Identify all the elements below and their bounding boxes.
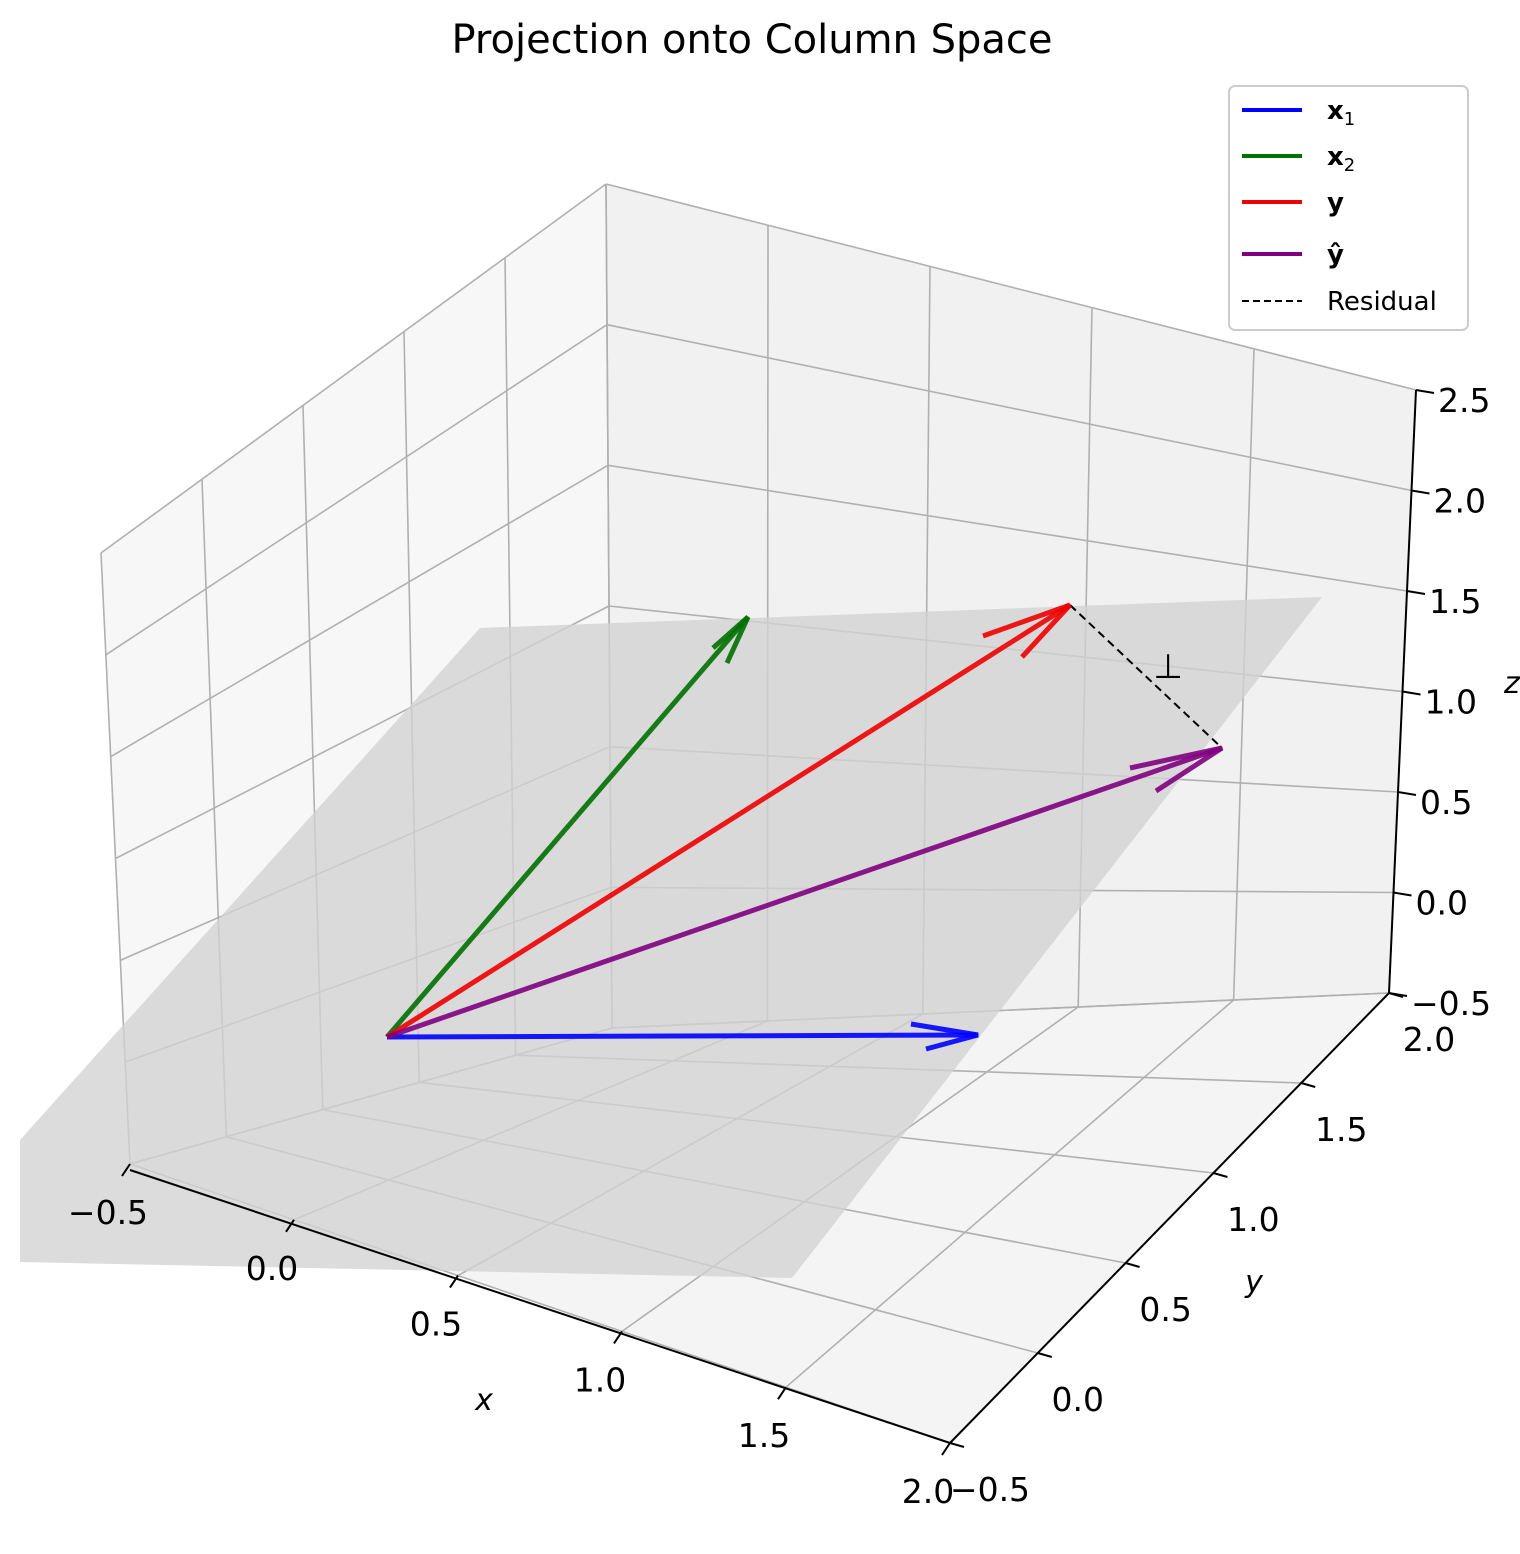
x-tick bbox=[941, 1442, 951, 1456]
z-tick-label: 1.5 bbox=[1429, 582, 1481, 621]
z-tick bbox=[1388, 992, 1408, 997]
x-axis-line bbox=[129, 1169, 951, 1444]
x-tick bbox=[449, 1275, 459, 1289]
legend-frame bbox=[1228, 85, 1469, 331]
y-axis-line bbox=[949, 992, 1390, 1444]
z-tick bbox=[1402, 690, 1421, 696]
x-tick-label: 0.0 bbox=[246, 1249, 298, 1288]
perpendicular-annotation: ⊥ bbox=[1153, 647, 1183, 687]
y-tick bbox=[1300, 1082, 1316, 1088]
y-tick bbox=[1037, 1352, 1053, 1358]
z-tick-label: −0.5 bbox=[1411, 984, 1491, 1023]
vector-y-shaft bbox=[385, 602, 1072, 1040]
legend: x1 x2 y ŷ Residual bbox=[1228, 85, 1469, 331]
x-tick bbox=[285, 1219, 295, 1233]
vector-y bbox=[385, 602, 1072, 1040]
legend-label-x2: x2 bbox=[1327, 142, 1355, 176]
y-tick bbox=[949, 1442, 965, 1448]
y-axis-label: y bbox=[1244, 1265, 1264, 1300]
z-tick bbox=[1393, 891, 1412, 897]
legend-entry-y-hat: ŷ bbox=[1242, 240, 1344, 270]
x-tick bbox=[121, 1163, 131, 1177]
z-grid-left bbox=[100, 183, 607, 554]
z-grid-back bbox=[605, 183, 1417, 391]
legend-label-residual: Residual bbox=[1327, 287, 1437, 317]
x-grid-floor bbox=[785, 999, 1235, 1388]
vector-x2-shaft bbox=[385, 615, 750, 1039]
z-tick bbox=[1397, 791, 1417, 796]
x-tick-label: 0.5 bbox=[410, 1305, 462, 1344]
x-tick bbox=[613, 1330, 623, 1344]
chart-title: Projection onto Column Space bbox=[452, 17, 1053, 63]
x-tick-label: 1.5 bbox=[738, 1416, 790, 1455]
y-tick-label: 1.5 bbox=[1315, 1110, 1367, 1149]
x-tick-label: 1.0 bbox=[574, 1360, 626, 1399]
axis-ticks bbox=[121, 389, 1435, 1456]
vector-x1-head bbox=[910, 1021, 979, 1052]
vector-x1-shaft bbox=[386, 1032, 979, 1040]
z-tick-label: 2.0 bbox=[1434, 482, 1486, 521]
z-axis-label: z bbox=[1503, 666, 1520, 701]
y-tick bbox=[1125, 1262, 1140, 1268]
vector-y-hat-shaft bbox=[386, 745, 1223, 1040]
legend-entry-x2: x2 bbox=[1242, 142, 1355, 176]
z-tick bbox=[1411, 489, 1430, 495]
legend-label-y: y bbox=[1327, 188, 1344, 218]
z-grid-back bbox=[606, 323, 1412, 492]
z-tick bbox=[1415, 389, 1435, 394]
legend-label-y-hat: ŷ bbox=[1327, 240, 1344, 270]
vector-y-hat-head bbox=[1129, 745, 1224, 794]
z-tick-label: 0.0 bbox=[1416, 884, 1468, 923]
z-grid-left bbox=[110, 464, 609, 758]
x-tick bbox=[777, 1386, 787, 1400]
vector-y-hat bbox=[386, 745, 1224, 1040]
y-tick bbox=[1213, 1172, 1228, 1178]
axis-tick-labels: −0.50.00.51.01.52.0−0.50.00.51.01.52.0−0… bbox=[68, 381, 1491, 1511]
z-tick-label: 2.5 bbox=[1438, 381, 1490, 420]
z-tick-label: 0.5 bbox=[1420, 783, 1472, 822]
z-grid-left bbox=[105, 323, 608, 656]
y-tick-label: 0.5 bbox=[1139, 1290, 1191, 1329]
legend-entry-x1: x1 bbox=[1242, 96, 1355, 130]
y-tick-label: −0.5 bbox=[950, 1470, 1030, 1509]
vector-x2-head bbox=[711, 615, 751, 665]
x-tick-label: 2.0 bbox=[902, 1472, 954, 1511]
y-tick-label: 1.0 bbox=[1227, 1200, 1279, 1239]
z-tick bbox=[1406, 590, 1426, 595]
y-tick-label: 0.0 bbox=[1052, 1380, 1104, 1419]
y-tick-label: 2.0 bbox=[1403, 1020, 1455, 1059]
vector-x2 bbox=[385, 615, 751, 1039]
legend-entry-y: y bbox=[1242, 188, 1344, 218]
vector-x1 bbox=[386, 1021, 979, 1052]
z-grid-back bbox=[607, 464, 1408, 592]
z-tick-label: 1.0 bbox=[1425, 683, 1477, 722]
x-axis-label: x bbox=[474, 1383, 493, 1418]
legend-label-x1: x1 bbox=[1327, 96, 1355, 130]
residual-line bbox=[1069, 604, 1223, 749]
vector-y-head bbox=[982, 602, 1072, 659]
x-tick-label: −0.5 bbox=[68, 1193, 148, 1232]
legend-entry-residual: Residual bbox=[1242, 287, 1437, 317]
